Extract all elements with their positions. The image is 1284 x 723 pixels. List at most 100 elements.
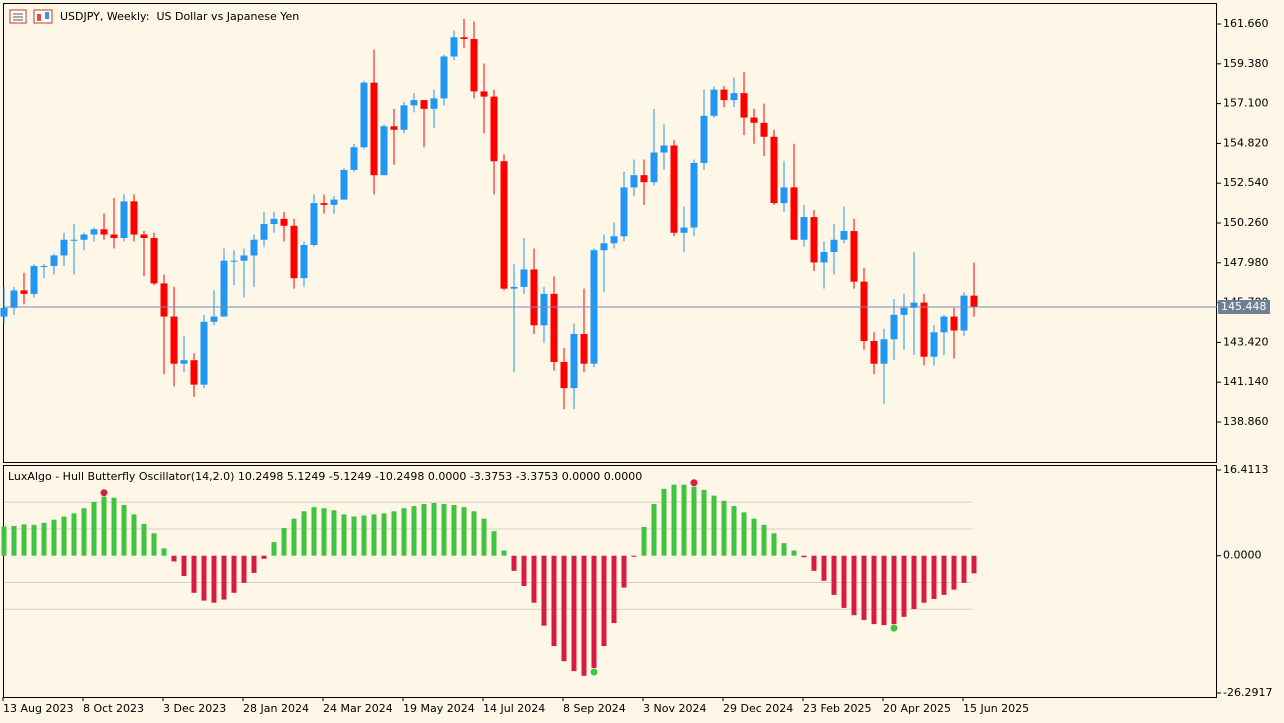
histogram-bar <box>341 514 347 556</box>
histogram-bar <box>321 508 327 556</box>
histogram-bar <box>451 505 457 556</box>
indicator-value: 10.2498 <box>238 470 284 483</box>
histogram-bar <box>431 502 437 556</box>
histogram-bar <box>361 515 367 556</box>
histogram-bar <box>281 528 287 556</box>
histogram-bar <box>291 518 297 556</box>
candle-body <box>330 199 338 205</box>
candle-body <box>650 152 658 183</box>
signal-dot <box>890 624 898 632</box>
candle-body <box>640 175 648 183</box>
candle-body <box>580 334 588 364</box>
candle-body <box>660 145 668 153</box>
candle-body <box>740 93 748 118</box>
candle-body <box>870 341 878 364</box>
indicator-value: 0.0000 <box>428 470 467 483</box>
candle-body <box>310 203 318 245</box>
histogram-bar <box>681 484 687 556</box>
icons <box>9 9 53 24</box>
histogram-bar <box>141 523 147 556</box>
histogram-bar <box>161 548 167 556</box>
indicator-name: LuxAlgo - Hull Butterfly Oscillator(14,2… <box>8 470 234 483</box>
histogram-bar <box>201 555 207 601</box>
histogram-bar <box>841 555 847 608</box>
candle-body <box>90 229 98 235</box>
x-tick-label: 3 Dec 2023 <box>163 702 226 715</box>
histogram-bar <box>181 555 187 577</box>
candle-body <box>620 187 628 237</box>
y-tick-label: 138.860 <box>1223 415 1269 428</box>
histogram-bar <box>601 555 607 647</box>
histogram-bar <box>671 484 677 556</box>
candle-body <box>180 360 188 364</box>
histogram-bar <box>531 555 537 603</box>
candle-body <box>830 239 838 252</box>
candle-body <box>920 302 928 357</box>
histogram-bar <box>571 555 577 672</box>
histogram-bar <box>81 508 87 556</box>
y-tick-label: 150.260 <box>1223 216 1269 229</box>
histogram-bar <box>171 555 177 562</box>
histogram-bar <box>731 506 737 556</box>
candle-body <box>810 217 818 263</box>
candle-body <box>50 255 58 266</box>
histogram-bar <box>121 505 127 556</box>
histogram-bar <box>251 555 257 573</box>
candle-body <box>290 225 298 279</box>
candle-body <box>530 269 538 326</box>
candle-body <box>30 265 38 294</box>
indicator-header: LuxAlgo - Hull Butterfly Oscillator(14,2… <box>8 470 642 483</box>
histogram-bar <box>551 555 557 647</box>
histogram-bar <box>381 513 387 556</box>
histogram-bar <box>771 533 777 556</box>
x-tick-label: 14 Jul 2024 <box>483 702 545 715</box>
candle-body <box>400 105 408 130</box>
histogram-bar <box>411 506 417 556</box>
histogram-bar <box>441 504 447 556</box>
histogram-bar <box>861 555 867 620</box>
candle-body <box>170 316 178 364</box>
candle-body <box>410 100 418 106</box>
histogram-bar <box>131 514 137 556</box>
histogram-bar <box>191 555 197 593</box>
histogram-bar <box>91 501 97 556</box>
histogram-bar <box>521 555 527 586</box>
histogram-bar <box>621 555 627 588</box>
indicator-value: -3.3753 <box>516 470 558 483</box>
x-tick-label: 20 Apr 2025 <box>883 702 951 715</box>
y-tick-label: 161.660 <box>1223 17 1269 30</box>
y-tick-label: 154.820 <box>1223 136 1269 149</box>
candle-body <box>820 251 828 263</box>
signal-dot <box>100 489 108 497</box>
candle-body <box>40 265 48 267</box>
histogram-bar <box>41 522 47 556</box>
histogram-bar <box>641 526 647 556</box>
histogram-bar <box>921 555 927 603</box>
chart-title: USDJPY, Weekly: US Dollar vs Japanese Ye… <box>60 10 299 23</box>
histogram-bar <box>811 555 817 571</box>
histogram-bar <box>721 500 727 556</box>
histogram-bar <box>781 543 787 556</box>
histogram-bar <box>581 555 587 676</box>
histogram-bar <box>371 514 377 556</box>
candle-body <box>130 201 138 235</box>
histogram-bar <box>611 555 617 624</box>
candle-body <box>720 89 728 101</box>
candle-body <box>850 231 858 282</box>
histogram-bar <box>21 524 27 556</box>
last-price-label: 145.448 <box>1221 300 1267 313</box>
candle-body <box>140 234 148 239</box>
candle-body <box>320 203 328 205</box>
indicator-value: -3.3753 <box>470 470 512 483</box>
indicator-value: -10.2498 <box>375 470 424 483</box>
x-tick-label: 13 Aug 2023 <box>3 702 73 715</box>
histogram-bar <box>881 555 887 626</box>
y-tick-label: 143.420 <box>1223 335 1269 348</box>
candle-body <box>790 187 798 240</box>
candle-body <box>750 117 758 123</box>
candle-body <box>690 162 698 228</box>
candle-body <box>770 136 778 204</box>
candle-body <box>510 286 518 289</box>
candle-body <box>600 243 608 251</box>
